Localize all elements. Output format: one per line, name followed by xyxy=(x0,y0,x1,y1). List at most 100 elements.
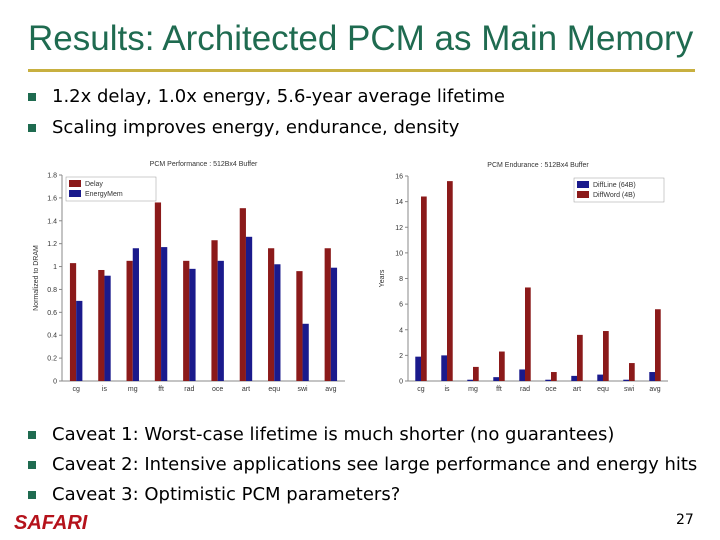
bar xyxy=(217,260,224,381)
y-axis-label: Years xyxy=(379,269,386,287)
bar xyxy=(154,202,162,381)
bar xyxy=(245,236,253,381)
bullet: Caveat 1: Worst-case lifetime is much sh… xyxy=(28,424,614,445)
bar xyxy=(415,356,421,381)
x-tick-label: oce xyxy=(212,386,223,393)
legend-swatch xyxy=(577,181,589,188)
bar xyxy=(499,351,505,381)
x-tick-label: equ xyxy=(268,386,280,393)
bar xyxy=(183,260,190,381)
x-tick-label: is xyxy=(444,386,450,393)
logo: SAFARI xyxy=(14,512,88,534)
bar xyxy=(629,363,635,381)
bar xyxy=(161,247,168,381)
y-tick-label: 8 xyxy=(399,276,403,283)
y-tick-label: 1.2 xyxy=(47,241,57,248)
bar xyxy=(551,372,557,381)
y-tick-label: 16 xyxy=(395,174,403,181)
x-tick-label: cg xyxy=(72,386,80,393)
bar xyxy=(126,260,133,381)
y-tick-label: 0 xyxy=(399,379,403,386)
x-tick-label: equ xyxy=(597,386,609,393)
y-tick-label: 4 xyxy=(399,327,403,334)
bar xyxy=(473,366,479,381)
bullet: Caveat 3: Optimistic PCM parameters? xyxy=(28,484,400,505)
bar xyxy=(545,379,551,381)
bar xyxy=(69,263,77,381)
x-tick-label: rad xyxy=(184,386,194,393)
bullet-text: Caveat 1: Worst-case lifetime is much sh… xyxy=(52,424,615,445)
bar xyxy=(302,323,309,381)
bar xyxy=(239,208,246,381)
y-axis-label: Normalized to DRAM xyxy=(33,245,40,311)
bar xyxy=(441,355,447,381)
bar xyxy=(330,267,338,381)
bar xyxy=(296,271,303,381)
legend-label: Delay xyxy=(85,181,103,188)
x-tick-label: is xyxy=(102,386,108,393)
bullet-text: Scaling improves energy, endurance, dens… xyxy=(52,117,460,138)
y-tick-label: 6 xyxy=(399,302,403,309)
bullet-text: Caveat 2: Intensive applications see lar… xyxy=(52,454,698,475)
legend-label: DiffLine (64B) xyxy=(593,182,636,189)
x-tick-label: art xyxy=(242,386,250,393)
chart-title: PCM Performance : 512Bx4 Buffer xyxy=(150,161,258,168)
bullet-text: Caveat 3: Optimistic PCM parameters? xyxy=(52,484,401,505)
y-tick-label: 0.4 xyxy=(47,333,57,340)
x-tick-label: rad xyxy=(520,386,530,393)
legend-swatch xyxy=(69,190,81,197)
bar xyxy=(519,369,525,381)
x-tick-label: oce xyxy=(545,386,556,393)
bar xyxy=(493,377,499,381)
title-rule xyxy=(28,69,695,72)
bullet: Scaling improves energy, endurance, dens… xyxy=(28,117,459,138)
y-tick-label: 0.6 xyxy=(47,310,57,317)
x-tick-label: mg xyxy=(128,386,138,393)
y-tick-label: 14 xyxy=(395,199,403,206)
legend-swatch xyxy=(69,180,81,187)
bar xyxy=(447,181,453,381)
bar xyxy=(189,268,196,381)
y-tick-label: 10 xyxy=(395,250,403,257)
legend-swatch xyxy=(577,191,589,198)
bar xyxy=(571,375,577,381)
bar xyxy=(104,275,111,381)
bar xyxy=(98,269,105,381)
bar xyxy=(324,248,331,381)
x-tick-label: art xyxy=(573,386,581,393)
y-tick-label: 1.6 xyxy=(47,195,57,202)
bar xyxy=(603,331,609,381)
y-tick-label: 1 xyxy=(53,264,57,271)
x-tick-label: avg xyxy=(325,386,336,393)
x-tick-label: avg xyxy=(649,386,660,393)
x-tick-label: fft xyxy=(158,386,164,393)
x-tick-label: fft xyxy=(496,386,502,393)
y-tick-label: 0.8 xyxy=(47,287,57,294)
bar xyxy=(211,240,218,381)
bullet: Caveat 2: Intensive applications see lar… xyxy=(28,454,697,475)
y-tick-label: 2 xyxy=(399,353,403,360)
bar xyxy=(525,287,531,381)
bullet: 1.2x delay, 1.0x energy, 5.6-year averag… xyxy=(28,86,505,107)
bullet-text: 1.2x delay, 1.0x energy, 5.6-year averag… xyxy=(52,86,505,107)
bar xyxy=(577,334,583,381)
bar xyxy=(76,300,83,381)
bar xyxy=(274,264,281,381)
bar xyxy=(655,309,661,381)
y-tick-label: 0.2 xyxy=(47,356,57,363)
bar xyxy=(421,196,427,381)
bar xyxy=(132,248,139,381)
slide-title: Results: Architected PCM as Main Memory xyxy=(28,19,694,58)
x-tick-label: cg xyxy=(417,386,425,393)
bar xyxy=(268,248,275,381)
y-tick-label: 1.4 xyxy=(47,218,57,225)
bar xyxy=(597,374,603,381)
x-tick-label: swi xyxy=(624,386,635,393)
legend-label: EnergyMem xyxy=(85,191,123,198)
x-tick-label: swi xyxy=(297,386,308,393)
bar xyxy=(623,379,629,381)
y-tick-label: 0 xyxy=(53,379,57,386)
x-tick-label: mg xyxy=(468,386,478,393)
